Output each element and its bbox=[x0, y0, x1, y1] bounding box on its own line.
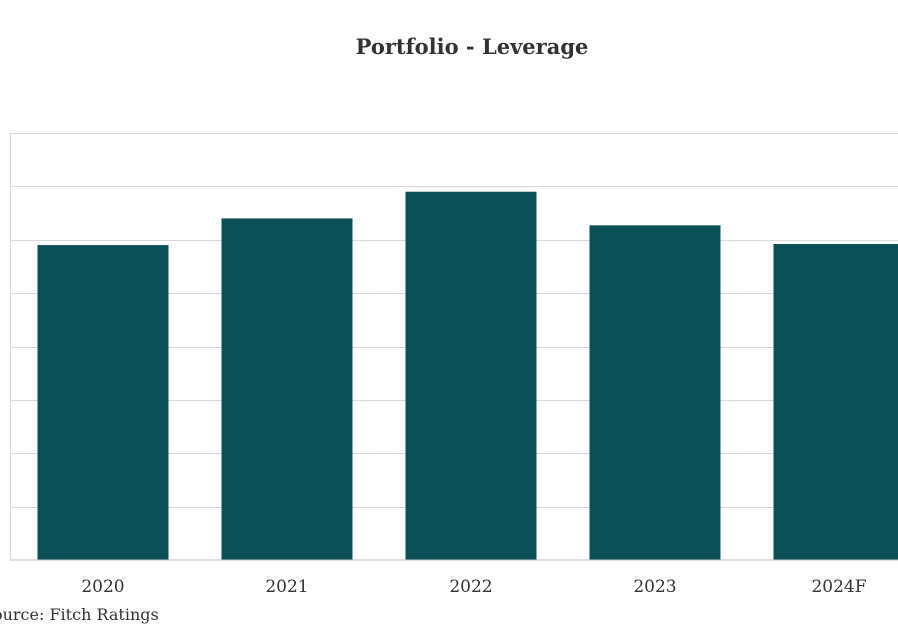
category-label-2024F: 2024F bbox=[811, 577, 866, 597]
category-label-2023: 2023 bbox=[633, 577, 676, 597]
bar-2021 bbox=[221, 218, 353, 560]
chart-title: Portfolio - Leverage bbox=[355, 34, 589, 59]
bar-2020 bbox=[37, 245, 169, 560]
category-label-2022: 2022 bbox=[449, 577, 492, 597]
bar-2022 bbox=[405, 191, 537, 560]
category-labels: 2020 2021 2022 2023 2024F bbox=[81, 577, 866, 597]
source-note: Source: Fitch Ratings bbox=[0, 605, 159, 624]
bar-2024F bbox=[773, 244, 898, 560]
category-label-2021: 2021 bbox=[265, 577, 308, 597]
bar-2023 bbox=[589, 225, 721, 560]
category-label-2020: 2020 bbox=[81, 577, 124, 597]
bars bbox=[37, 191, 898, 560]
